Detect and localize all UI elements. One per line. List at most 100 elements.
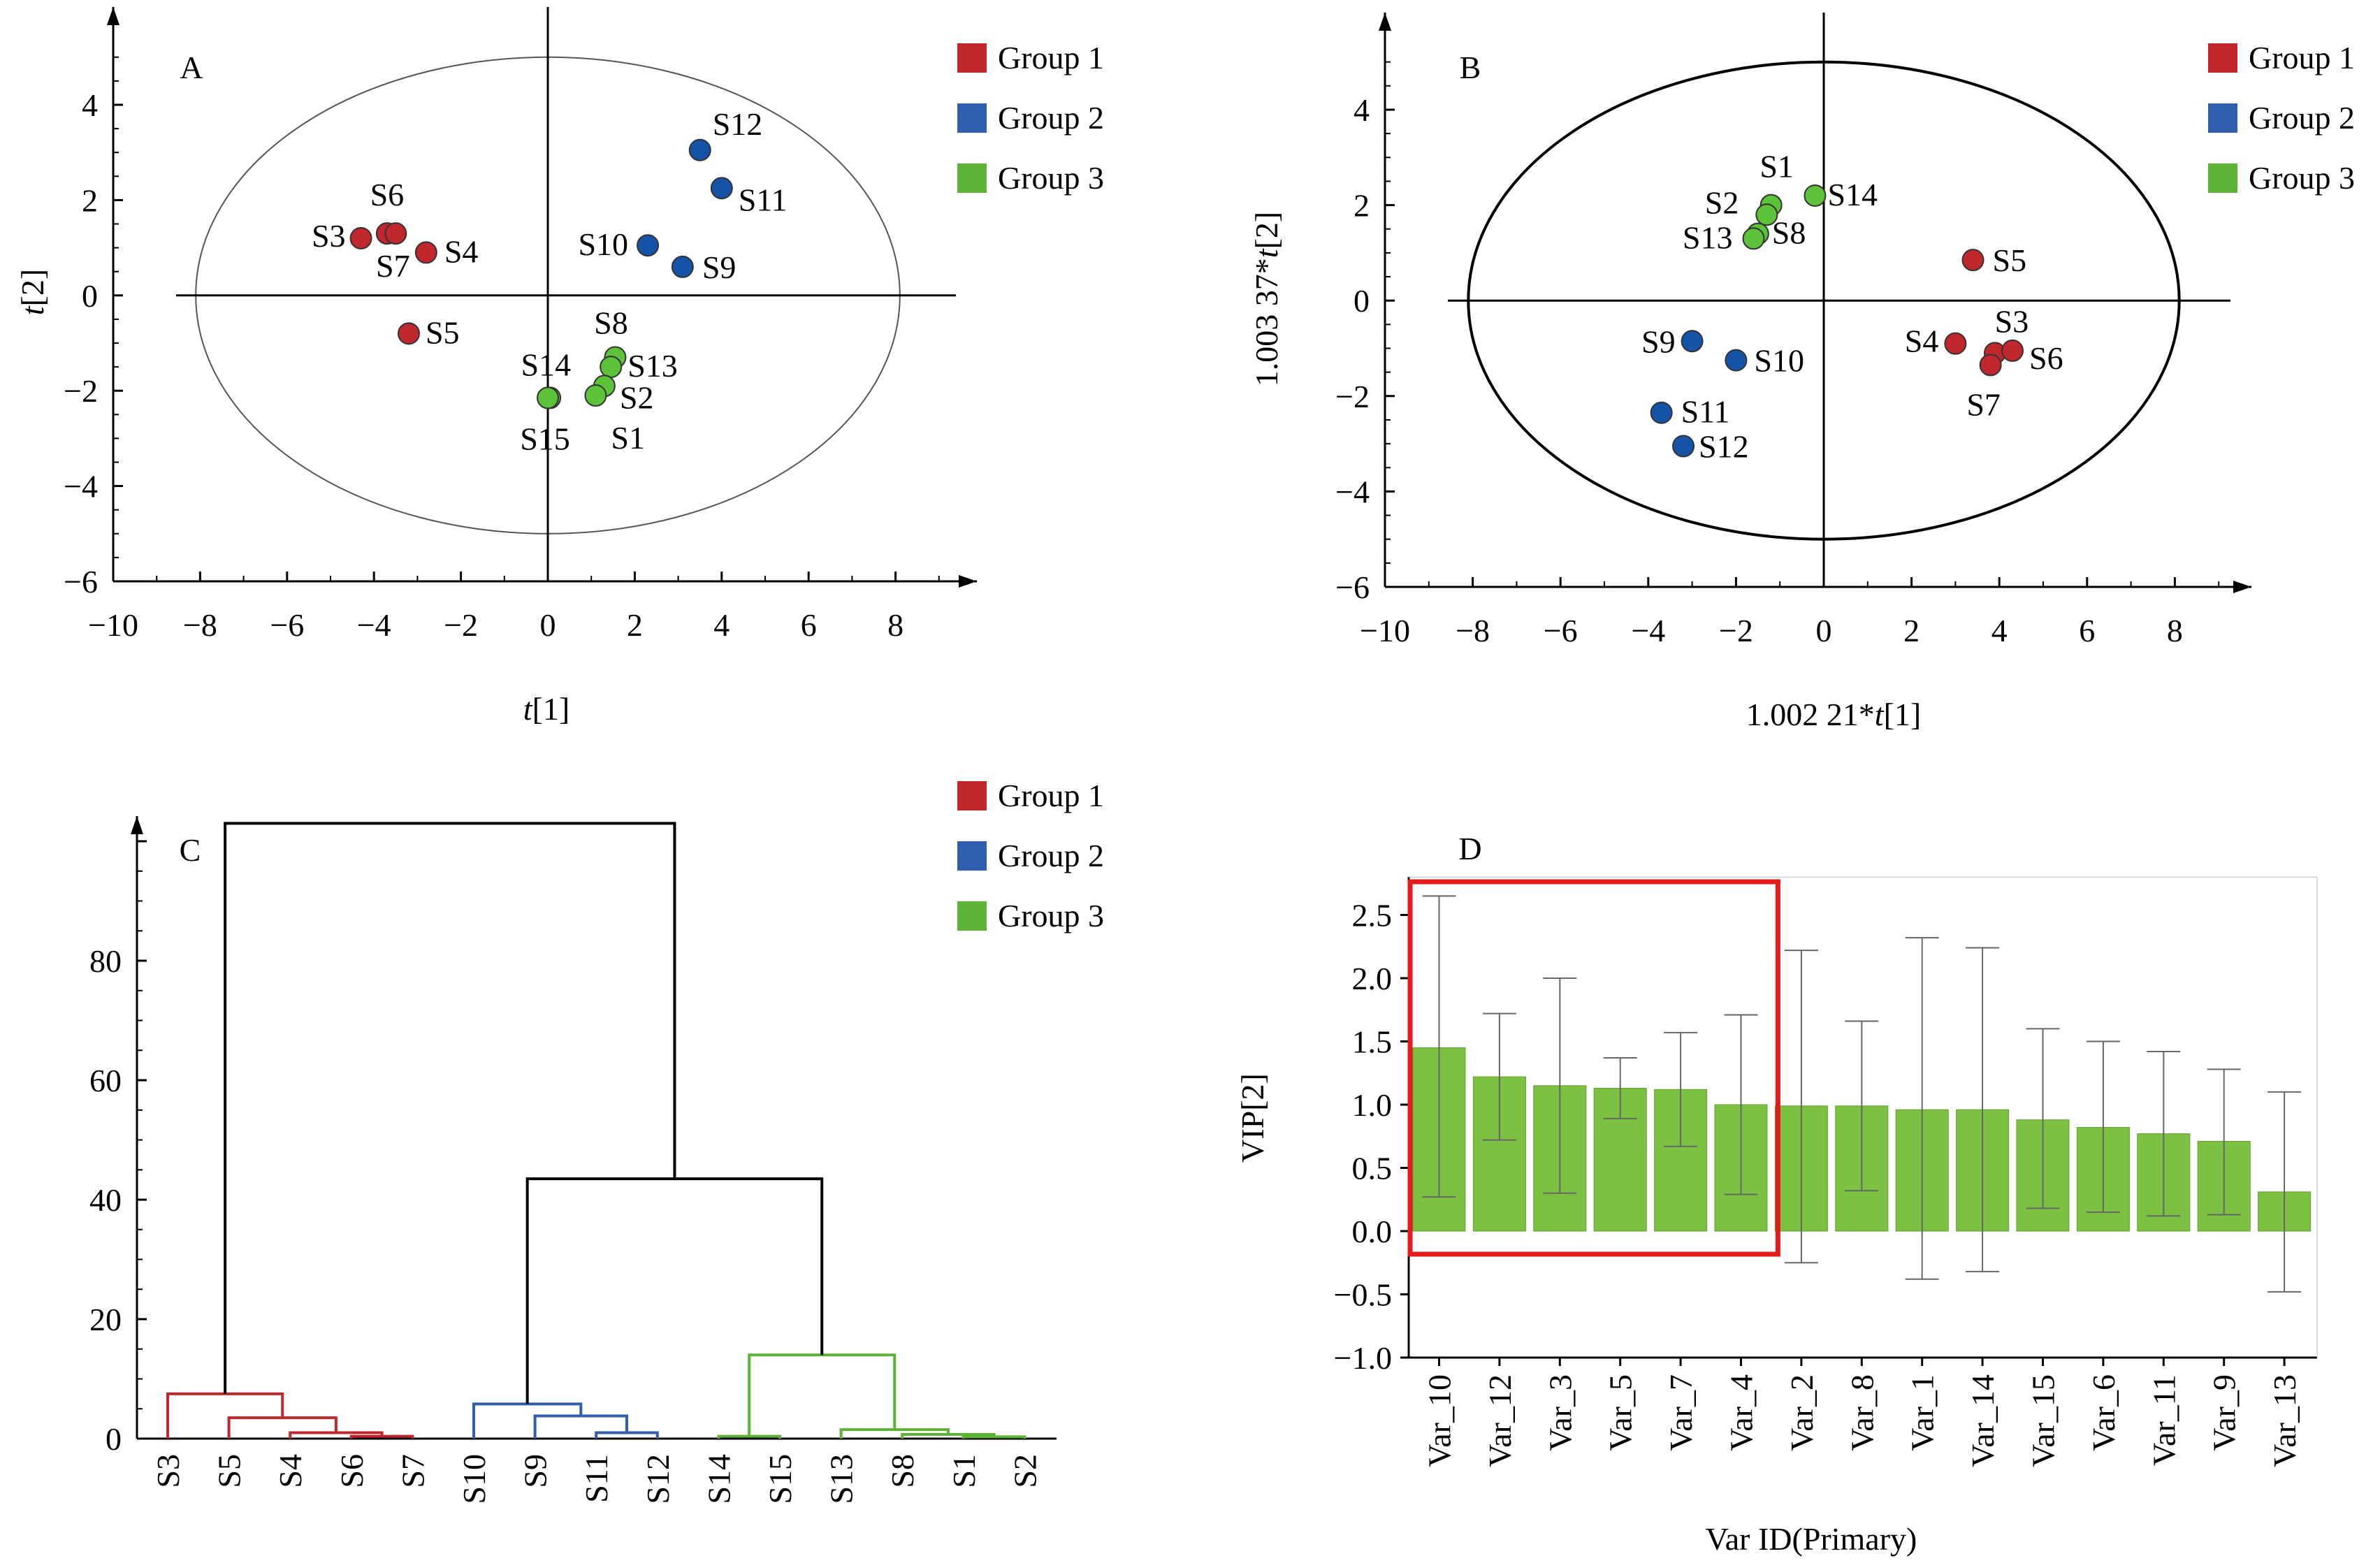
legend-swatch-3 [957,163,987,193]
x-tick-label: 2 [1903,613,1920,648]
data-point-s9 [1681,330,1704,353]
point-label-s9: S9 [1641,323,1676,359]
legend-swatch-1 [2208,43,2237,73]
legend-swatch-2 [957,103,987,133]
point-label-s10: S10 [1754,343,1804,379]
y-axis-title: 1.003 37*t[2] [1249,212,1284,386]
point-label-s9: S9 [702,249,737,285]
leaf-label-s6: S6 [334,1454,370,1488]
y-tick-label: −4 [1335,474,1370,509]
y-tick-label: −0.5 [1334,1277,1392,1313]
point-label-s11: S11 [739,182,788,217]
dendrogram-link-4 [166,1392,284,1439]
x-tick-label: 4 [713,607,730,643]
point-label-s8: S8 [594,305,628,340]
y-tick-label: −2 [64,373,98,409]
x-tick-label: 0 [540,607,556,643]
y-tick-label: 20 [89,1302,122,1337]
x-axis-arrow [959,575,977,588]
x-tick-label: −8 [183,607,217,643]
x-tick-label: 4 [1991,613,2008,648]
y-tick-label: 2 [1354,188,1370,224]
legend-swatch-2 [2208,103,2237,133]
point-label-s12: S12 [713,106,763,142]
x-tick-label-var-14: Var_14 [1965,1374,2001,1467]
leaf-label-s14: S14 [701,1454,737,1504]
data-point-s5 [1961,249,1984,272]
x-tick-label: 6 [2079,613,2095,648]
y-axis-title-prefix: 1.003 37* [1249,258,1284,386]
leaf-label-s3: S3 [150,1454,186,1488]
y-axis-title: VIP[2] [1235,1073,1270,1163]
y-axis-arrow [1379,13,1391,31]
point-label-s5: S5 [1993,242,2027,278]
dendrogram-link-12 [748,1353,897,1437]
leaf-label-s11: S11 [579,1454,614,1503]
point-label-s5: S5 [426,314,460,350]
point-label-s7: S7 [1966,386,2001,422]
y-tick-label: −4 [64,469,98,504]
x-tick-label-var-5: Var_5 [1603,1374,1639,1451]
data-point-s9 [671,255,694,278]
y-tick-label: 2.0 [1352,961,1393,996]
data-point-s14 [1804,184,1827,207]
x-axis-title: t[1] [523,691,569,727]
x-tick-label: −10 [88,607,138,643]
x-tick-label: −6 [270,607,304,643]
point-label-s8: S8 [1772,215,1806,251]
x-tick-label: −6 [1544,613,1578,648]
point-label-s2: S2 [1705,184,1739,220]
data-point-s12 [1672,435,1695,458]
x-tick-label-var-10: Var_10 [1422,1374,1458,1467]
legend-swatch-1 [957,43,987,73]
leaf-label-s1: S1 [946,1454,982,1488]
point-label-s15: S15 [520,421,570,456]
x-tick-label: −10 [1360,613,1410,648]
data-point-s13 [600,356,623,379]
point-label-s1: S1 [611,420,645,456]
leaf-label-s4: S4 [273,1454,308,1488]
y-tick-label: −1.0 [1334,1340,1392,1376]
highlight-box [1407,879,1780,1257]
panel-label: B [1460,50,1481,85]
panel-a-score-plot: −10 −8 −6 −4 −2 0 2 4 6 8−6−4−2024t[1]t[2]AS3S6S7… [15,7,1104,727]
y-tick-label: 2.5 [1352,898,1393,933]
x-tick-label: 8 [887,607,904,643]
x-axis-title-var: t [1875,697,1885,732]
point-label-s2: S2 [620,379,654,415]
point-label-s12: S12 [1699,429,1749,465]
y-tick-label: −6 [64,564,98,599]
x-tick-label-var-8: Var_8 [1844,1374,1880,1451]
y-axis-title: t[2] [15,269,50,315]
x-tick-label: 2 [627,607,643,643]
x-tick-label-var-3: Var_3 [1542,1374,1578,1451]
data-point-s7 [1979,354,2002,377]
point-label-s10: S10 [578,226,628,262]
data-point-s12 [688,138,711,161]
y-axis-title-var: t [1249,248,1284,258]
data-point-s13 [1742,227,1765,250]
y-axis-title-suffix: [2] [1249,212,1284,249]
x-axis-title: Var ID(Primary) [1706,1521,1917,1557]
y-tick-label: 4 [82,87,98,123]
leaf-label-s15: S15 [762,1454,798,1504]
x-tick-label: −2 [444,607,478,643]
leaf-label-s2: S2 [1007,1454,1043,1488]
data-point-s4 [1944,332,1967,355]
x-tick-label-var-11: Var_11 [2146,1374,2182,1466]
point-label-s7: S7 [376,248,410,284]
data-point-s11 [1650,401,1673,424]
panel-c-dendrogram: 0 20 40 60 80 S3 S5 S4 S6 S7 S10 S9 S11 S12 S14 S15 S13 S… [89,778,1104,1504]
x-tick-label-var-4: Var_4 [1724,1374,1759,1451]
x-tick-label: −4 [1631,613,1665,648]
leaf-label-s12: S12 [640,1454,676,1504]
data-point-s2 [1755,203,1778,226]
legend-label-3: Group 3 [2249,160,2355,196]
point-label-s14: S14 [521,347,572,382]
y-tick-label: −6 [1335,569,1370,605]
point-label-s3: S3 [1995,303,2029,339]
dendrogram-link-7 [472,1402,583,1439]
legend-swatch-1 [957,781,987,810]
data-point-s6 [2001,339,2024,362]
